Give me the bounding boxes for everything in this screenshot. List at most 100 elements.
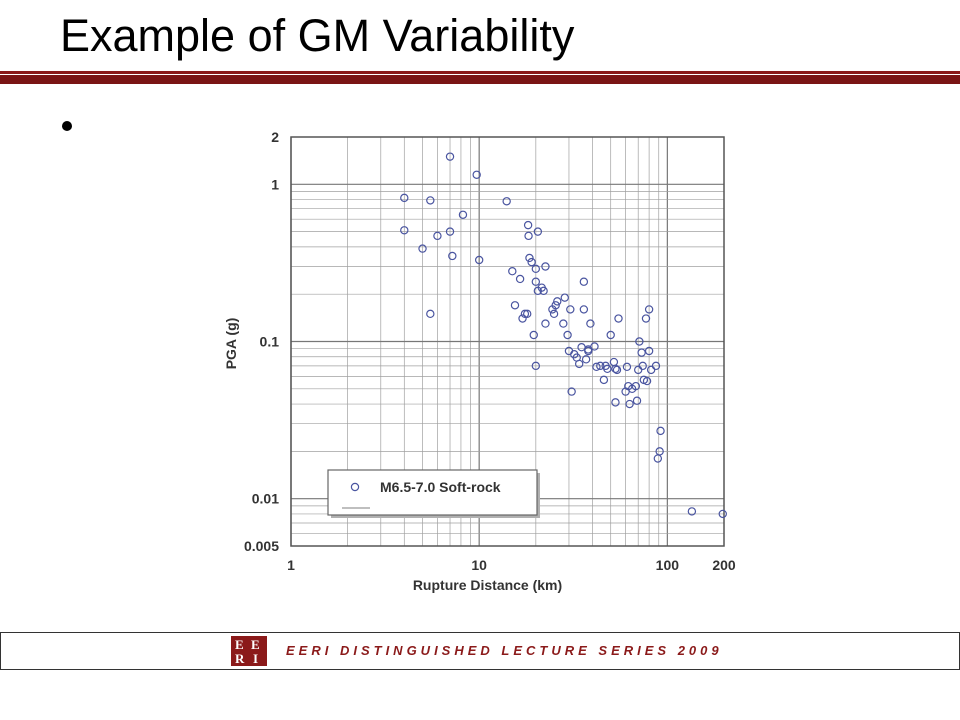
data-point bbox=[656, 426, 665, 436]
data-point bbox=[651, 361, 661, 371]
data-point bbox=[520, 309, 530, 319]
data-point bbox=[525, 253, 534, 263]
data-point bbox=[426, 196, 435, 205]
data-point bbox=[458, 210, 468, 219]
data-point bbox=[529, 330, 538, 340]
logo-letter: E bbox=[235, 637, 244, 652]
data-point bbox=[655, 447, 664, 456]
data-point bbox=[445, 227, 455, 236]
data-point bbox=[599, 375, 609, 385]
data-point bbox=[574, 359, 584, 369]
data-point bbox=[426, 309, 435, 319]
data-point bbox=[590, 342, 599, 351]
y-tick-label: 0.005 bbox=[244, 538, 279, 554]
data-point bbox=[567, 387, 576, 396]
data-point bbox=[638, 361, 647, 371]
data-point bbox=[472, 170, 481, 179]
data-point bbox=[718, 509, 727, 519]
data-point bbox=[611, 398, 620, 407]
data-point bbox=[400, 193, 409, 203]
y-tick-label: 1 bbox=[271, 176, 279, 192]
data-point bbox=[448, 251, 457, 261]
data-point bbox=[622, 362, 632, 372]
title-rule-thin-line bbox=[0, 71, 960, 74]
data-point bbox=[531, 361, 541, 371]
logo-letter: E bbox=[251, 637, 260, 652]
data-point bbox=[445, 152, 455, 161]
data-point bbox=[433, 231, 442, 241]
eeri-logo: E E R I bbox=[231, 636, 267, 666]
plot-frame bbox=[290, 136, 725, 547]
data-point bbox=[549, 309, 559, 319]
data-point bbox=[539, 286, 548, 296]
data-point bbox=[474, 255, 484, 265]
data-point bbox=[524, 231, 533, 241]
title-rule-thick-bar bbox=[0, 75, 960, 84]
data-point bbox=[644, 305, 654, 314]
data-point bbox=[614, 314, 623, 323]
data-point bbox=[560, 293, 569, 302]
data-point bbox=[581, 355, 591, 364]
logo-letter: I bbox=[253, 651, 259, 666]
legend-label: M6.5-7.0 Soft-rock bbox=[380, 479, 501, 495]
data-point bbox=[502, 197, 511, 206]
data-point bbox=[523, 220, 533, 230]
data-point bbox=[508, 267, 517, 276]
data-point bbox=[609, 357, 619, 367]
x-tick-label: 1 bbox=[287, 557, 295, 573]
footer-text: EERI DISTINGUISHED LECTURE SERIES 2009 bbox=[286, 643, 723, 658]
footer-bar: E E R I EERI DISTINGUISHED LECTURE SERIE… bbox=[0, 632, 960, 670]
data-point bbox=[612, 365, 622, 375]
logo-letter: R bbox=[235, 651, 245, 666]
y-tick-label: 0.01 bbox=[252, 491, 279, 507]
data-point bbox=[625, 399, 634, 409]
x-tick-label: 200 bbox=[712, 557, 736, 573]
data-point bbox=[527, 257, 536, 267]
data-point bbox=[566, 305, 575, 314]
y-tick-label: 2 bbox=[271, 129, 279, 145]
title-rule bbox=[0, 71, 960, 84]
data-point bbox=[541, 262, 550, 271]
y-axis-label: PGA (g) bbox=[223, 318, 239, 370]
data-point bbox=[586, 319, 595, 328]
data-point bbox=[400, 226, 409, 235]
data-point bbox=[518, 314, 527, 323]
data-point bbox=[592, 362, 601, 372]
bullet-point bbox=[62, 121, 72, 131]
data-point bbox=[510, 301, 520, 310]
data-point bbox=[579, 305, 589, 314]
data-point bbox=[642, 376, 652, 386]
data-point bbox=[603, 364, 612, 374]
data-point bbox=[579, 277, 589, 286]
slide-title: Example of GM Variability bbox=[60, 10, 575, 61]
data-point bbox=[687, 507, 697, 516]
data-point bbox=[653, 454, 663, 463]
data-point bbox=[646, 365, 656, 375]
x-tick-label: 100 bbox=[656, 557, 680, 573]
y-tick-label: 0.1 bbox=[260, 334, 280, 350]
data-point bbox=[632, 396, 642, 405]
data-point bbox=[641, 314, 651, 323]
data-point bbox=[533, 227, 543, 236]
data-point bbox=[635, 337, 644, 346]
data-point bbox=[611, 364, 620, 374]
x-axis-label: Rupture Distance (km) bbox=[413, 577, 562, 593]
data-point bbox=[531, 264, 541, 274]
data-point bbox=[531, 277, 541, 286]
data-point bbox=[637, 348, 646, 357]
data-point bbox=[596, 361, 605, 371]
data-point bbox=[541, 319, 550, 328]
data-point bbox=[559, 319, 568, 328]
legend-marker bbox=[350, 482, 360, 492]
data-point bbox=[418, 244, 427, 253]
data-point bbox=[644, 346, 654, 356]
data-point bbox=[553, 297, 562, 306]
data-point bbox=[551, 301, 560, 310]
data-point bbox=[606, 330, 615, 340]
data-point bbox=[563, 330, 572, 340]
data-point bbox=[577, 342, 586, 352]
data-point bbox=[631, 381, 641, 391]
data-point bbox=[523, 309, 532, 319]
pga-scatter-chart: 1 10 100 200 0.005 0.01 0.1 1 2 Rupture Distance … bbox=[223, 129, 736, 593]
data-point bbox=[515, 274, 525, 284]
